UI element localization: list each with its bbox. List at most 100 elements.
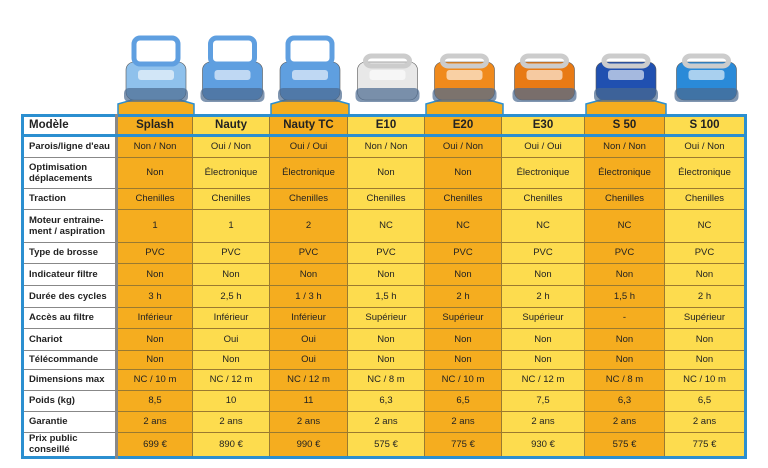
table-cell: 575 € [584,432,665,458]
table-cell: NC [424,209,502,243]
table-cell: Non [501,328,585,351]
table-cell: NC / 10 m [664,369,746,391]
table-cell: 1 / 3 h [269,285,348,308]
table-cell: Oui [269,328,348,351]
table-cell: 6,3 [584,390,665,412]
table-cell: Oui / Oui [269,135,348,158]
table-row: Télécommande Non Non Oui Non Non Non Non Non [22,350,746,370]
table-cell: 2 ans [584,411,665,433]
table-cell: 2 h [664,285,746,308]
model-name: Splash [116,115,193,137]
table-cell: 775 € [424,432,502,458]
row-label: Durée des cycles [22,285,118,308]
row-label: Moteur entraine-ment / aspiration [22,209,118,243]
table-cell: Non [116,328,193,351]
table-cell: Oui / Non [664,135,746,158]
row-label: Dimensions max [22,369,118,391]
robot-image [674,53,739,102]
table-cell: Non [192,350,270,370]
table-row: Type de brosse PVC PVC PVC PVC PVC PVC PVC PVC [22,242,746,264]
model-name: E10 [347,115,425,137]
table-cell: NC / 12 m [192,369,270,391]
table-cell: Non [664,328,746,351]
table-cell: Chenilles [269,188,348,210]
table-cell: Non [347,263,425,286]
row-label: Poids (kg) [22,390,118,412]
header-row: Modèle Splash Nauty Nauty TC E10 E20 E30 S 50 S … [22,115,746,137]
table-cell: 10 [192,390,270,412]
table-cell: Inférieur [192,307,270,329]
table-cell: PVC [664,242,746,264]
table-cell: NC / 8 m [347,369,425,391]
table-row: Accès au filtre Inférieur Inférieur Inférie… [22,307,746,329]
table-cell: Non [424,328,502,351]
table-cell: NC / 12 m [501,369,585,391]
table-cell: Non [424,157,502,189]
table-cell: NC / 12 m [269,369,348,391]
table-cell: Chenilles [584,188,665,210]
table-cell: 1 [116,209,193,243]
table-cell: 2 ans [664,411,746,433]
table-cell: 2 [269,209,348,243]
table-cell: 699 € [116,432,193,458]
table-row: Parois/ligne d'eau Non / Non Oui / Non Oui … [22,135,746,158]
table-cell: 6,5 [424,390,502,412]
row-label: Chariot [22,328,118,351]
table-cell: 3 h [116,285,193,308]
robot-image [355,53,420,102]
model-name: Nauty [192,115,270,137]
row-label: Prix public conseillé [22,432,118,458]
table-cell: Supérieur [501,307,585,329]
robot-image [278,35,342,102]
table-cell: 2 ans [424,411,502,433]
table-cell: Non [269,263,348,286]
table-cell: NC / 10 m [424,369,502,391]
robot-image [512,53,577,102]
table-row: Chariot Non Oui Oui Non Non Non Non Non [22,328,746,351]
table-row: Traction Chenilles Chenilles Chenilles Cheni… [22,188,746,210]
table-cell: Oui [192,328,270,351]
table-cell: Électronique [501,157,585,189]
table-cell: 8,5 [116,390,193,412]
comparison-table: Modèle Splash Nauty Nauty TC E10 E20 E30 S 50 S … [21,114,747,459]
robot-image [200,35,265,102]
table-row: Dimensions max NC / 10 m NC / 12 m NC / 12 … [22,369,746,391]
table-row: Indicateur filtre Non Non Non Non Non Non Non No… [22,263,746,286]
table-cell: Supérieur [664,307,746,329]
table-row: Poids (kg) 8,5 10 11 6,3 6,5 7,5 6,3 6,5 [22,390,746,412]
table-cell: NC [584,209,665,243]
model-name: E20 [424,115,502,137]
table-row: Prix public conseillé 699 €890 €990 € 575 … [22,432,746,458]
row-label: Optimisation déplacements [22,157,118,189]
table-cell: Électronique [664,157,746,189]
table-cell: Chenilles [116,188,193,210]
table-cell: 1 [192,209,270,243]
table-cell: 6,5 [664,390,746,412]
header-label: Modèle [22,115,118,137]
table-cell: Non [116,263,193,286]
table-cell: Non [584,263,665,286]
table-cell: NC [501,209,585,243]
table-cell: Supérieur [424,307,502,329]
table-cell: 990 € [269,432,348,458]
table-cell: Non [347,328,425,351]
table-cell: Électronique [192,157,270,189]
table-cell: Non [501,350,585,370]
table-cell: Non [584,350,665,370]
table-cell: Non [116,157,193,189]
table-cell: Non [664,350,746,370]
table-cell: Chenilles [424,188,502,210]
table-cell: 2,5 h [192,285,270,308]
table-cell: PVC [347,242,425,264]
table-cell: 890 € [192,432,270,458]
table-row: Optimisation déplacements Non Électronique… [22,157,746,189]
table-cell: NC [664,209,746,243]
table-cell: Oui / Non [192,135,270,158]
table-cell: Non [424,263,502,286]
table-cell: PVC [584,242,665,264]
table-cell: 11 [269,390,348,412]
table-cell: Non / Non [116,135,193,158]
robot-images-strip [117,35,739,135]
robot-image [432,53,497,102]
